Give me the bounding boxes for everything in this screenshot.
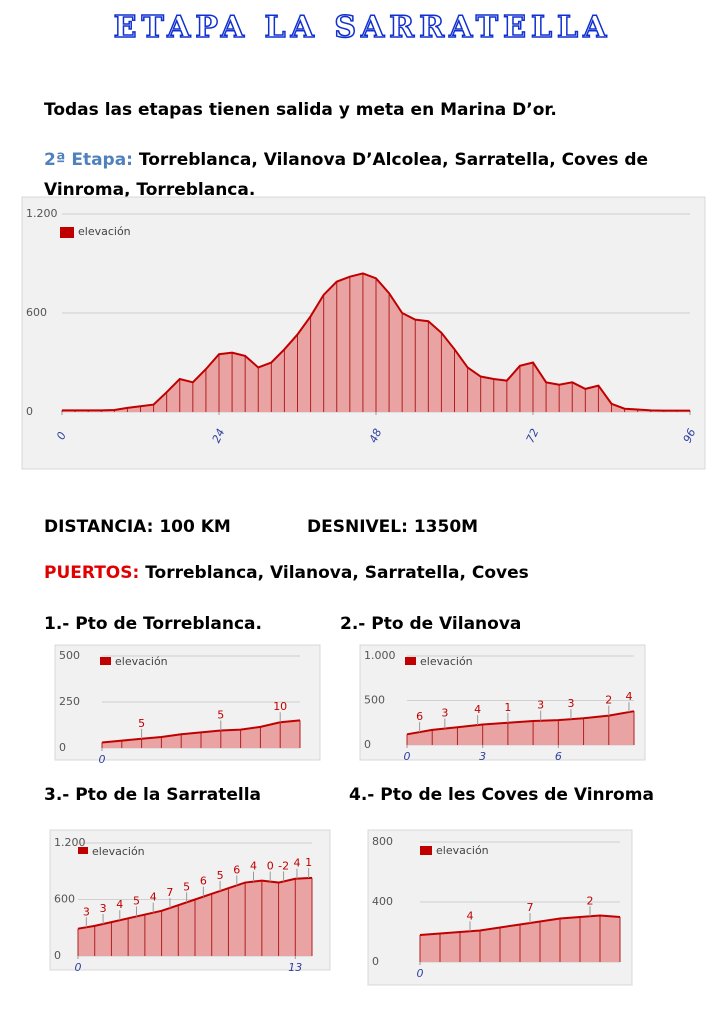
elevation-gain: DESNIVEL: 1350M (307, 517, 479, 537)
annotation: 5 (138, 717, 145, 730)
annotation: 4 (116, 898, 123, 911)
stage-label: 2ª Etapa: (44, 150, 133, 170)
chart-heading: 2.- Pto de Vilanova (340, 614, 522, 634)
x-tick-label: 13 (288, 961, 302, 974)
annotation: 5 (183, 880, 190, 893)
annotation: 1 (504, 701, 511, 714)
annotation: 6 (200, 875, 207, 888)
annotation: 10 (273, 700, 287, 713)
y-tick-label: 600 (54, 893, 75, 906)
x-tick-label: 0 (99, 753, 106, 766)
annotation: 4 (474, 703, 481, 716)
annotation: 4 (293, 857, 300, 870)
annotation: 4 (150, 891, 157, 904)
legend-label: elevación (115, 655, 168, 668)
y-tick-label: 1.200 (26, 207, 58, 220)
x-tick-label: 48 (367, 427, 385, 445)
line (101, 719, 301, 744)
passes: PUERTOS: Torreblanca, Vilanova, Sarratel… (44, 563, 529, 583)
y-tick-label: 500 (364, 694, 385, 707)
line (62, 272, 690, 412)
passes-label: PUERTOS: (44, 563, 140, 583)
legend-swatch (100, 657, 111, 665)
x-tick-label: 72 (524, 427, 542, 445)
legend-swatch (420, 846, 432, 855)
passes-list: Torreblanca, Vilanova, Sarratella, Coves (145, 563, 529, 583)
y-tick-label: 1.000 (364, 649, 396, 662)
y-tick-label: 0 (59, 741, 66, 754)
y-tick-label: 0 (54, 949, 61, 962)
y-tick-label: 0 (372, 955, 379, 968)
line (77, 876, 313, 930)
annotation: 5 (133, 894, 140, 907)
annotation: 6 (416, 710, 423, 723)
chart-heading: 4.- Pto de les Coves de Vinroma (349, 785, 654, 805)
distance: DISTANCIA: 100 KM (44, 517, 231, 537)
stage: 2ª Etapa: Torreblanca, Vilanova D’Alcole… (44, 145, 664, 205)
annotation: 7 (527, 901, 534, 914)
legend-label: elevación (78, 225, 131, 238)
annotation: 3 (567, 697, 574, 710)
legend-label: elevación (420, 655, 473, 668)
x-tick-label: 6 (555, 750, 562, 763)
annotation: 3 (100, 902, 107, 915)
y-tick-label: 600 (26, 306, 47, 319)
y-tick-label: 0 (26, 405, 33, 418)
chart-heading: 1.- Pto de Torreblanca. (44, 614, 262, 634)
x-tick-label: 0 (75, 961, 82, 974)
chart-heading: 3.- Pto de la Sarratella (44, 785, 262, 805)
x-tick-label: 3 (479, 750, 486, 763)
line (419, 914, 621, 936)
legend-swatch (405, 657, 416, 665)
annotation: 6 (233, 863, 240, 876)
annotation: 3 (537, 699, 544, 712)
legend-swatch (78, 847, 88, 854)
x-tick-label: 0 (404, 750, 411, 763)
y-tick-label: 1.200 (54, 836, 86, 849)
annotation: 7 (166, 886, 173, 899)
annotation: 0 (267, 860, 274, 873)
legend-swatch (60, 227, 74, 238)
annotation: 1 (305, 856, 312, 869)
x-tick-label: 0 (417, 967, 424, 980)
intro: Todas las etapas tienen salida y meta en… (44, 100, 557, 120)
annotation: 4 (250, 860, 257, 873)
annotation: 2 (605, 694, 612, 707)
x-tick-label: 24 (210, 427, 228, 445)
stage-route: Torreblanca, Vilanova D’Alcolea, Sarrate… (44, 150, 649, 200)
legend-label: elevación (436, 844, 489, 857)
annotation: 4 (467, 909, 474, 922)
x-tick-label: 96 (681, 427, 699, 445)
annotation: 4 (625, 690, 632, 703)
y-tick-label: 0 (364, 738, 371, 751)
x-tick-label: 0 (54, 430, 69, 442)
annotation: 5 (217, 869, 224, 882)
legend-label: elevación (92, 845, 145, 858)
y-tick-label: 400 (372, 895, 393, 908)
annotation: 3 (83, 905, 90, 918)
annotation: 3 (441, 707, 448, 720)
y-tick-label: 250 (59, 695, 80, 708)
y-tick-label: 500 (59, 649, 80, 662)
y-tick-label: 800 (372, 835, 393, 848)
page-title: ETAPA LA SARRATELLA (113, 9, 612, 46)
annotation: 2 (587, 894, 594, 907)
annotation: -2 (278, 859, 289, 872)
annotation: 5 (217, 709, 224, 722)
